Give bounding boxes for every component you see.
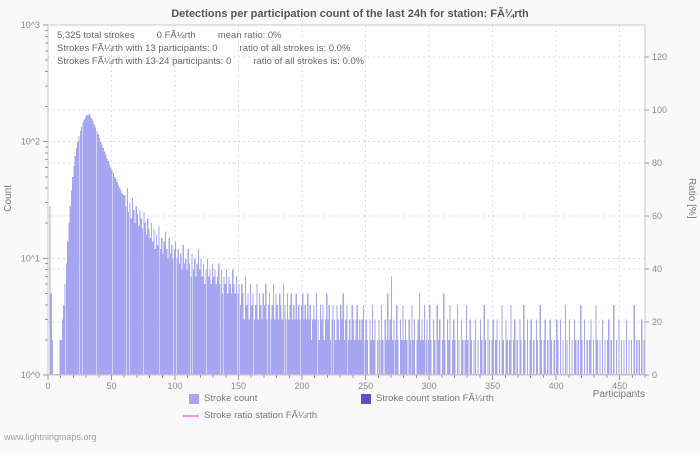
legend-station-count-label: Stroke count station FÃ¼rth — [376, 393, 494, 404]
svg-text:50: 50 — [106, 381, 116, 391]
station-strokes-text: 0 FÃ¼rth — [156, 30, 196, 41]
svg-text:100: 100 — [652, 105, 667, 115]
svg-text:0: 0 — [45, 381, 50, 391]
strokes-13-24-participants-text: Strokes FÃ¼rth with 13-24 participants: … — [57, 56, 232, 67]
svg-text:60: 60 — [652, 211, 662, 221]
strokes-13-participants-text: Strokes FÃ¼rth with 13 participants: 0 — [57, 43, 218, 54]
total-strokes-text: 5,325 total strokes — [57, 30, 135, 41]
ratio-13-24-participants-text: ratio of all strokes is: 0.0% — [253, 56, 365, 67]
stats-summary: 5,325 total strokes 0 FÃ¼rth mean ratio:… — [57, 29, 364, 68]
svg-text:10^0: 10^0 — [21, 370, 40, 380]
legend-item-stroke-count: Stroke count — [189, 393, 257, 404]
station-count-swatch-icon — [361, 393, 371, 404]
y2-axis-label: Ratio [%] — [686, 178, 697, 219]
stroke-ratio-line-icon — [183, 414, 199, 417]
stats-line-2: Strokes FÃ¼rth with 13 participants: 0 r… — [57, 42, 364, 55]
svg-text:80: 80 — [652, 158, 662, 168]
chart-title: Detections per participation count of th… — [171, 8, 529, 20]
svg-text:350: 350 — [485, 381, 500, 391]
svg-text:400: 400 — [549, 381, 564, 391]
svg-text:0: 0 — [652, 370, 657, 380]
watermark: www.lightningmaps.org — [4, 432, 97, 442]
svg-text:120: 120 — [652, 52, 667, 62]
x-axis-label: Participants — [592, 389, 645, 400]
svg-text:40: 40 — [652, 264, 662, 274]
stroke-count-swatch-icon — [189, 393, 199, 404]
svg-text:20: 20 — [652, 317, 662, 327]
svg-text:300: 300 — [422, 381, 437, 391]
ratio-13-participants-text: ratio of all strokes is: 0.0% — [239, 43, 351, 54]
svg-text:10^1: 10^1 — [21, 253, 40, 263]
svg-text:150: 150 — [231, 381, 246, 391]
legend-item-station-count: Stroke count station FÃ¼rth — [361, 393, 494, 404]
svg-text:10^3: 10^3 — [21, 20, 40, 30]
legend-item-stroke-ratio: Stroke ratio station FÃ¼rth — [183, 410, 317, 421]
legend-stroke-count-label: Stroke count — [204, 393, 258, 404]
stats-line-3: Strokes FÃ¼rth with 13-24 participants: … — [57, 55, 364, 68]
y-axis-label: Count — [3, 185, 14, 212]
stats-line-1: 5,325 total strokes 0 FÃ¼rth mean ratio:… — [57, 29, 364, 42]
svg-text:10^2: 10^2 — [21, 137, 40, 147]
svg-text:250: 250 — [358, 381, 373, 391]
svg-text:100: 100 — [167, 381, 182, 391]
svg-text:450: 450 — [612, 381, 627, 391]
legend-stroke-ratio-label: Stroke ratio station FÃ¼rth — [204, 410, 317, 421]
svg-text:200: 200 — [294, 381, 309, 391]
mean-ratio-text: mean ratio: 0% — [217, 30, 282, 41]
